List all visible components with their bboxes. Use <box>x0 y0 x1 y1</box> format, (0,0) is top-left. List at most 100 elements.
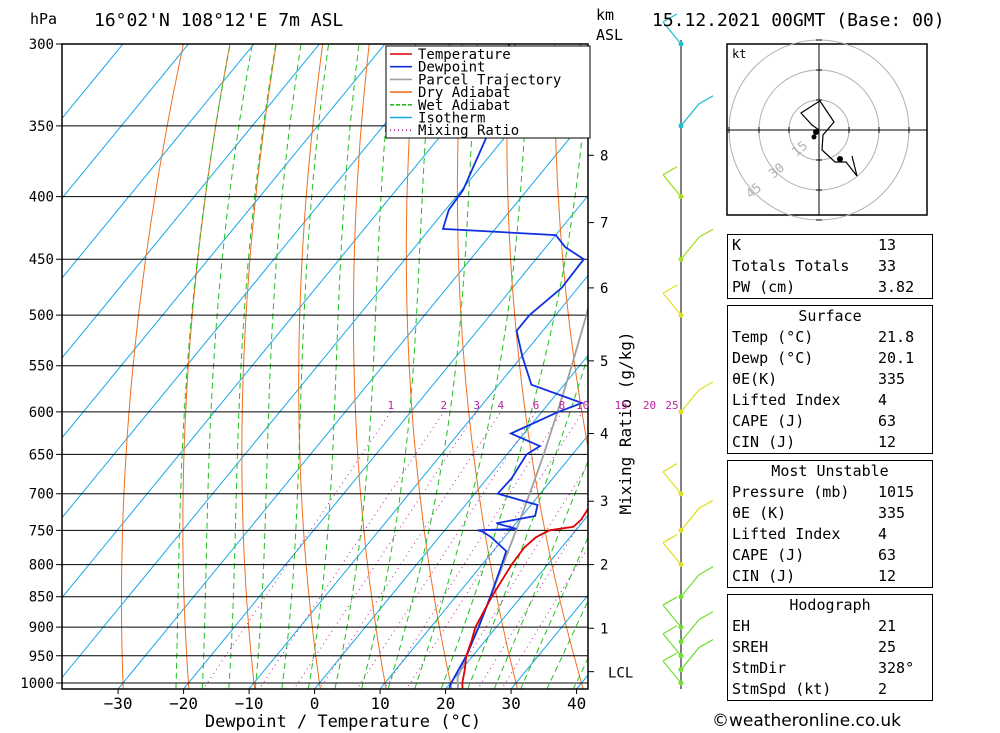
km-unit-label: km <box>596 6 615 24</box>
dry-adiabat-line <box>506 44 584 689</box>
wind-barb <box>680 507 700 531</box>
dry-adiabat-line <box>456 44 518 689</box>
mixing-ratio-line <box>383 411 563 689</box>
wind-barb-dot <box>678 562 684 568</box>
wind-barb-flag <box>662 625 678 635</box>
km-tick-label: 7 <box>600 216 608 232</box>
wet-adiabat-line <box>307 44 360 689</box>
index-value: 33 <box>878 257 897 275</box>
wind-barb-dot <box>678 594 684 600</box>
wet-adiabat-line <box>228 44 277 689</box>
table-row: CAPE (J) 63 <box>728 411 933 432</box>
mu-label: CAPE (J) <box>732 546 805 564</box>
wind-barb-dot <box>678 639 684 645</box>
wind-barb-dot <box>678 312 684 318</box>
isotherm-line <box>248 274 588 689</box>
table-row: StmSpd (kt) 2 <box>728 679 933 701</box>
indices-table: K 13 Totals Totals 33 PW (cm) 3.82 <box>727 234 933 299</box>
mixing-ratio-line <box>258 411 445 689</box>
dewpoint-line <box>441 44 586 689</box>
wind-barb-dot <box>678 653 684 659</box>
table-row: θE (K) 335 <box>728 503 933 524</box>
wind-barb <box>680 647 700 670</box>
lcl-label: LCL <box>608 666 633 682</box>
dry-adiabat-line <box>969 26 1000 699</box>
mu-label: CIN (J) <box>732 567 796 585</box>
hodo-label: EH <box>732 617 751 635</box>
surface-label: Temp (°C) <box>732 328 814 346</box>
km-tick-label: 2 <box>600 558 608 574</box>
mixing-ratio-line <box>319 411 502 689</box>
hodograph-table: Hodograph EH 21 SREH 25 StmDir 328° StmSpd … <box>727 594 933 701</box>
pressure-tick-label: 650 <box>29 447 54 463</box>
wind-barb-dot <box>678 41 684 47</box>
pressure-unit-label: hPa <box>30 10 58 28</box>
pressure-tick-label: 300 <box>29 37 54 53</box>
wind-barb-flag <box>662 652 678 662</box>
dry-adiabat-line <box>121 44 184 689</box>
x-tick-label: 30 <box>501 694 520 713</box>
dry-adiabat-line <box>298 44 324 689</box>
wind-barb <box>680 574 700 598</box>
mu-label: Pressure (mb) <box>732 483 850 501</box>
km-tick-label: 1 <box>600 621 608 637</box>
wet-adiabat-line <box>546 599 588 689</box>
surface-value: 20.1 <box>878 349 915 367</box>
wind-barb-flag <box>662 284 678 294</box>
wind-barb <box>662 292 682 316</box>
mixing-ratio-line <box>405 411 584 689</box>
pressure-tick-label: 700 <box>29 487 54 503</box>
storm-motion-marker <box>813 129 819 135</box>
credit-link[interactable]: ©weatheronline.co.uk <box>712 711 902 731</box>
index-label: Totals Totals <box>732 257 850 275</box>
table-row: PW (cm) 3.82 <box>728 277 933 299</box>
wind-barb-flag <box>698 611 714 621</box>
legend-label: Temperature <box>418 47 511 63</box>
mixing-ratio-label: 25 <box>665 399 678 412</box>
wind-barb-dot <box>678 256 684 262</box>
mu-value: 4 <box>878 525 888 543</box>
legend-label: Dewpoint <box>418 60 485 76</box>
mixing-ratio-label: 2 <box>441 399 448 412</box>
isotherm-line <box>62 44 321 359</box>
table-row: Totals Totals 33 <box>728 256 933 277</box>
pressure-tick-label: 450 <box>29 252 54 268</box>
mixing-ratio-label: 4 <box>497 399 504 412</box>
wind-barb-dot <box>678 123 684 129</box>
mixing-ratio-label: 3 <box>473 399 480 412</box>
wind-barb <box>662 542 682 565</box>
wet-adiabat-line <box>387 44 478 689</box>
wind-barb-flag <box>662 166 678 176</box>
wet-adiabat-line <box>414 44 531 689</box>
km-tick-label: 8 <box>600 148 608 164</box>
mixing-ratio-line <box>477 509 588 689</box>
pressure-tick-label: 750 <box>29 523 54 539</box>
wind-barb-flag <box>698 381 714 391</box>
index-value: 3.82 <box>878 278 915 296</box>
isotherm-line <box>62 44 255 279</box>
surface-value: 4 <box>878 391 888 409</box>
legend-label: Dry Adiabat <box>418 85 511 101</box>
wind-barb <box>680 389 700 413</box>
wind-barb-flag <box>698 566 714 576</box>
x-axis-label: Dewpoint / Temperature (°C) <box>205 712 481 732</box>
wet-adiabat-line <box>440 61 588 689</box>
hodograph-point <box>811 134 817 140</box>
pressure-tick-label: 550 <box>29 359 54 375</box>
wind-barb-dot <box>678 409 684 415</box>
wet-adiabat-line <box>254 44 302 689</box>
mixing-ratio-label: 1 <box>388 399 395 412</box>
wind-barb-dot <box>678 491 684 497</box>
wind-barb <box>662 174 682 198</box>
wind-profile <box>662 13 714 689</box>
surface-label: CAPE (J) <box>732 412 805 430</box>
hodo-value: 21 <box>878 617 897 635</box>
km-tick-label: 3 <box>600 494 608 510</box>
wind-barb-flag <box>698 95 714 105</box>
index-label: PW (cm) <box>732 278 796 296</box>
wet-adiabat-line <box>360 44 433 689</box>
wet-adiabat-line <box>281 44 330 689</box>
mixing-ratio-label: 15 <box>615 399 628 412</box>
hodo-value: 328° <box>878 659 915 677</box>
